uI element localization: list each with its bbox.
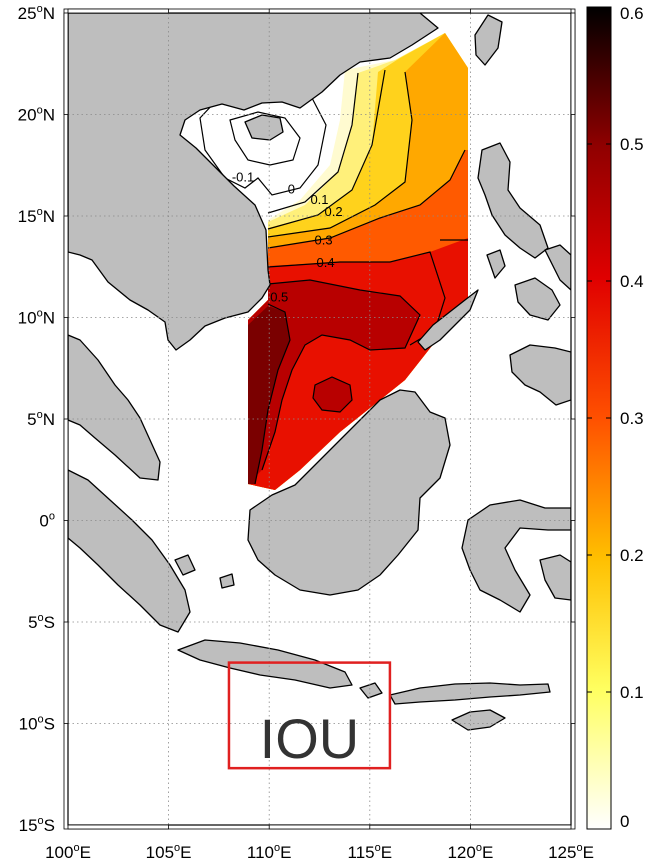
frame-segment bbox=[67, 824, 169, 830]
frame-segment bbox=[63, 12, 69, 115]
lat-tick-label: 15oS bbox=[19, 815, 55, 835]
contour-0.1 bbox=[267, 72, 359, 214]
lat-tick-label: 10oN bbox=[18, 308, 55, 328]
contour-label: 0.1 bbox=[310, 192, 328, 207]
colorbar-tick-label: 0.6 bbox=[620, 4, 644, 23]
land-visayas bbox=[514, 277, 561, 321]
contour-label: 0.4 bbox=[316, 255, 334, 270]
frame-segment bbox=[469, 8, 572, 14]
colorbar-tick-label: 0.5 bbox=[620, 135, 644, 154]
colorbar-tick-label: 0.3 bbox=[620, 409, 644, 428]
contour-0.4-inner bbox=[312, 376, 353, 413]
band-max bbox=[248, 306, 290, 484]
contour-label: 0.2 bbox=[325, 204, 343, 219]
contour-label: 0.3 bbox=[314, 232, 332, 247]
frame-segment bbox=[570, 12, 576, 115]
band-veryhigh bbox=[248, 280, 420, 484]
contour-label: 0 bbox=[288, 182, 295, 197]
frame-segment bbox=[268, 8, 371, 14]
land-hainan bbox=[244, 114, 284, 141]
lon-tick-label: 120oE bbox=[447, 842, 493, 862]
land-palawan bbox=[417, 289, 479, 351]
lat-tick-label: 10oS bbox=[19, 714, 55, 734]
lat-tick-label: 5oS bbox=[28, 612, 55, 632]
frame-segment bbox=[63, 215, 69, 318]
colorbar-tick-label: 0.2 bbox=[620, 546, 644, 565]
contour-label: 0.5 bbox=[270, 289, 288, 304]
land-bangka bbox=[174, 554, 196, 576]
lon-tick-label: 125oE bbox=[548, 842, 594, 862]
contour-0.3 bbox=[267, 149, 466, 249]
contour-minus-0.1 bbox=[229, 111, 301, 166]
frame-segment bbox=[570, 621, 576, 724]
lat-tick-label: 25oN bbox=[18, 3, 55, 23]
frame-segment bbox=[469, 824, 572, 830]
frame-segment bbox=[63, 621, 69, 724]
land-mindanao bbox=[509, 344, 571, 406]
iou-box bbox=[227, 661, 392, 770]
land-mindoro bbox=[486, 249, 506, 279]
lon-tick-label: 115oE bbox=[348, 842, 393, 862]
land-sumatra bbox=[68, 469, 191, 633]
frame-segment bbox=[63, 418, 69, 521]
land-samar bbox=[544, 244, 571, 291]
lon-tick-label: 105oE bbox=[146, 842, 192, 862]
iou-box-label: IOU bbox=[260, 707, 360, 770]
colorbar: 0 0.1 0.2 0.3 0.4 0.5 0.6 bbox=[586, 4, 644, 831]
land-sulawesi-east bbox=[539, 554, 571, 601]
colorbar-tick-label: 0 bbox=[620, 812, 629, 831]
land bbox=[68, 13, 571, 731]
colorbar-ticks: 0 0.1 0.2 0.3 0.4 0.5 0.6 bbox=[587, 4, 644, 831]
contour-0.5 bbox=[261, 279, 421, 471]
land-belitung bbox=[219, 573, 235, 589]
lon-tick-labels: 100oE 105oE 110oE 115oE 120oE 125oE bbox=[45, 842, 594, 862]
lat-tick-labels: 25oN 20oN 15oN 10oN 5oN 0o 5oS 10oS 15oS bbox=[18, 3, 55, 835]
band-min-east bbox=[313, 377, 352, 412]
land-borneo bbox=[247, 389, 451, 596]
frame-segment bbox=[570, 215, 576, 318]
contour-0.2 bbox=[267, 71, 413, 238]
lon-tick-label: 110oE bbox=[247, 842, 292, 862]
lat-tick-label: 15oN bbox=[18, 206, 55, 226]
frame-border-pattern bbox=[63, 8, 576, 830]
land-luzon bbox=[477, 142, 549, 259]
land-mainland-asia bbox=[68, 13, 439, 351]
contour-0.1b bbox=[267, 69, 386, 230]
contour-0.5b bbox=[254, 303, 291, 485]
land-sulawesi bbox=[461, 499, 571, 613]
grid-lines bbox=[68, 13, 571, 825]
lon-tick-label: 100oE bbox=[45, 842, 91, 862]
lat-tick-label: 0o bbox=[39, 511, 55, 531]
contour-labels: -0.1 0 0.10.2 0.3 0.4 0.5 bbox=[232, 169, 343, 304]
frame-segment bbox=[570, 418, 576, 521]
colorbar-tick-label: 0.4 bbox=[620, 272, 644, 291]
contour-label: -0.1 bbox=[232, 169, 254, 184]
colorbar-tick-label: 0.1 bbox=[620, 683, 644, 702]
contour-lines bbox=[199, 69, 468, 485]
lat-tick-label: 20oN bbox=[18, 105, 55, 125]
land-taiwan bbox=[474, 14, 503, 66]
land-malay-peninsula bbox=[68, 334, 161, 481]
frame-segment bbox=[268, 824, 371, 830]
lat-tick-label: 5oN bbox=[27, 409, 55, 429]
frame-segment bbox=[67, 8, 169, 14]
